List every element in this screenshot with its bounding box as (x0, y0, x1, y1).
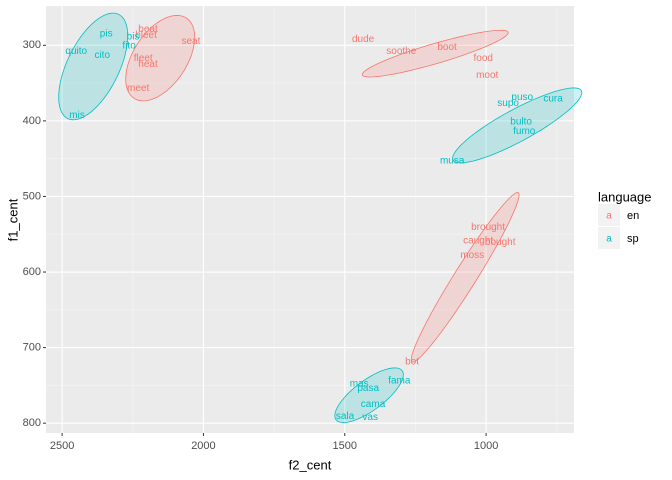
word-label: seat (182, 36, 201, 47)
y-tick-label: 700 (23, 342, 41, 354)
word-label: heat (138, 59, 158, 70)
word-label: cura (543, 94, 563, 105)
x-axis-title: f2_cent (289, 457, 332, 472)
y-tick-label: 800 (23, 417, 41, 429)
word-label: fama (388, 375, 411, 386)
word-label: supo (497, 98, 519, 109)
word-label: bleet (135, 30, 157, 41)
x-tick-label: 1500 (333, 440, 357, 452)
word-label: moot (476, 70, 498, 81)
y-tick-label: 300 (23, 39, 41, 51)
word-label: pis (100, 29, 113, 40)
legend-key-glyph: a (606, 211, 612, 222)
word-label: cama (361, 399, 386, 410)
word-label: caught (463, 236, 493, 247)
word-label: bot (405, 357, 419, 368)
word-label: bis (127, 32, 140, 43)
legend-title: language (598, 189, 652, 204)
word-label: mas (350, 379, 369, 390)
y-axis-title: f1_cent (5, 198, 20, 241)
word-label: fumo (513, 126, 536, 137)
y-tick-label: 600 (23, 266, 41, 278)
x-tick-label: 2000 (191, 440, 215, 452)
x-tick-label: 2500 (50, 440, 74, 452)
legend-key (598, 204, 620, 226)
word-label: bulto (510, 116, 532, 127)
ellipse (452, 87, 583, 164)
word-label: dude (352, 34, 375, 45)
word-label: puso (511, 92, 533, 103)
grid (46, 6, 574, 433)
word-label: fleet (134, 53, 153, 64)
legend-label: en (627, 210, 639, 222)
word-label: brought (471, 222, 505, 233)
word-label: boot (437, 42, 457, 53)
legend-key (598, 227, 620, 249)
ellipse (410, 192, 520, 363)
ellipse (361, 29, 509, 78)
word-label: sala (336, 411, 355, 422)
legend-label: sp (627, 233, 639, 245)
ellipse (125, 15, 196, 102)
word-label: moss (460, 250, 484, 261)
y-tick-label: 400 (23, 115, 41, 127)
word-label: beat (138, 24, 158, 35)
word-label: vas (362, 412, 378, 423)
word-label: musa (440, 156, 465, 167)
x-tick-label: 1000 (474, 440, 498, 452)
y-tick-label: 500 (23, 190, 41, 202)
word-label: mis (69, 110, 85, 121)
word-label: quito (65, 46, 87, 57)
word-label: fito (122, 41, 136, 52)
word-label: bought (485, 237, 516, 248)
word-label: food (474, 53, 493, 64)
ellipse (58, 12, 129, 121)
ellipse (334, 367, 404, 423)
word-label: pasa (357, 383, 379, 394)
legend-key-glyph: a (606, 234, 612, 245)
word-label: cito (94, 50, 110, 61)
word-label: soothe (386, 46, 416, 57)
word-label: meet (127, 83, 149, 94)
